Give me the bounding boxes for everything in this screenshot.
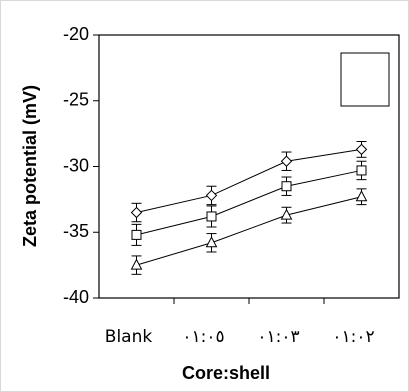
data-point-square [281,181,292,192]
data-point-square [131,229,142,240]
data-point-triangle [280,208,293,220]
data-point-diamond [355,143,368,156]
x-axis-title: Core:shell [182,363,270,383]
data-point-square [356,165,367,176]
data-point-triangle [355,190,368,202]
series-layer [130,141,368,275]
y-tick-label: -35 [63,221,89,241]
data-point-triangle [205,236,218,248]
y-tick-label: -20 [63,24,89,44]
data-point-square [206,211,217,222]
series-line-diamond [136,148,362,214]
series-line-triangle [136,196,362,266]
y-tick-label: -40 [63,287,89,307]
x-tick-label: ٠١:٠٣ [257,327,299,347]
x-tick-label: Blank [105,327,153,347]
x-axis-ticks: Blank ٠١:٠٥ ٠١:٠٣ ٠١:٠٢ [105,298,375,347]
y-tick-label: -30 [63,155,89,175]
x-tick-label: ٠١:٠٢ [332,327,374,347]
y-axis-title: Zeta potential (mV) [20,85,40,247]
series-line-square [136,169,362,236]
data-point-diamond [280,155,293,167]
y-axis-ticks: -20 -25 -30 -35 -40 [63,24,99,307]
data-point-triangle [130,258,143,270]
x-tick-label: ٠١:٠٥ [182,327,224,347]
data-point-diamond [205,189,218,202]
data-point-diamond [130,206,143,219]
y-tick-label: -25 [63,90,89,110]
legend-box [340,52,390,107]
